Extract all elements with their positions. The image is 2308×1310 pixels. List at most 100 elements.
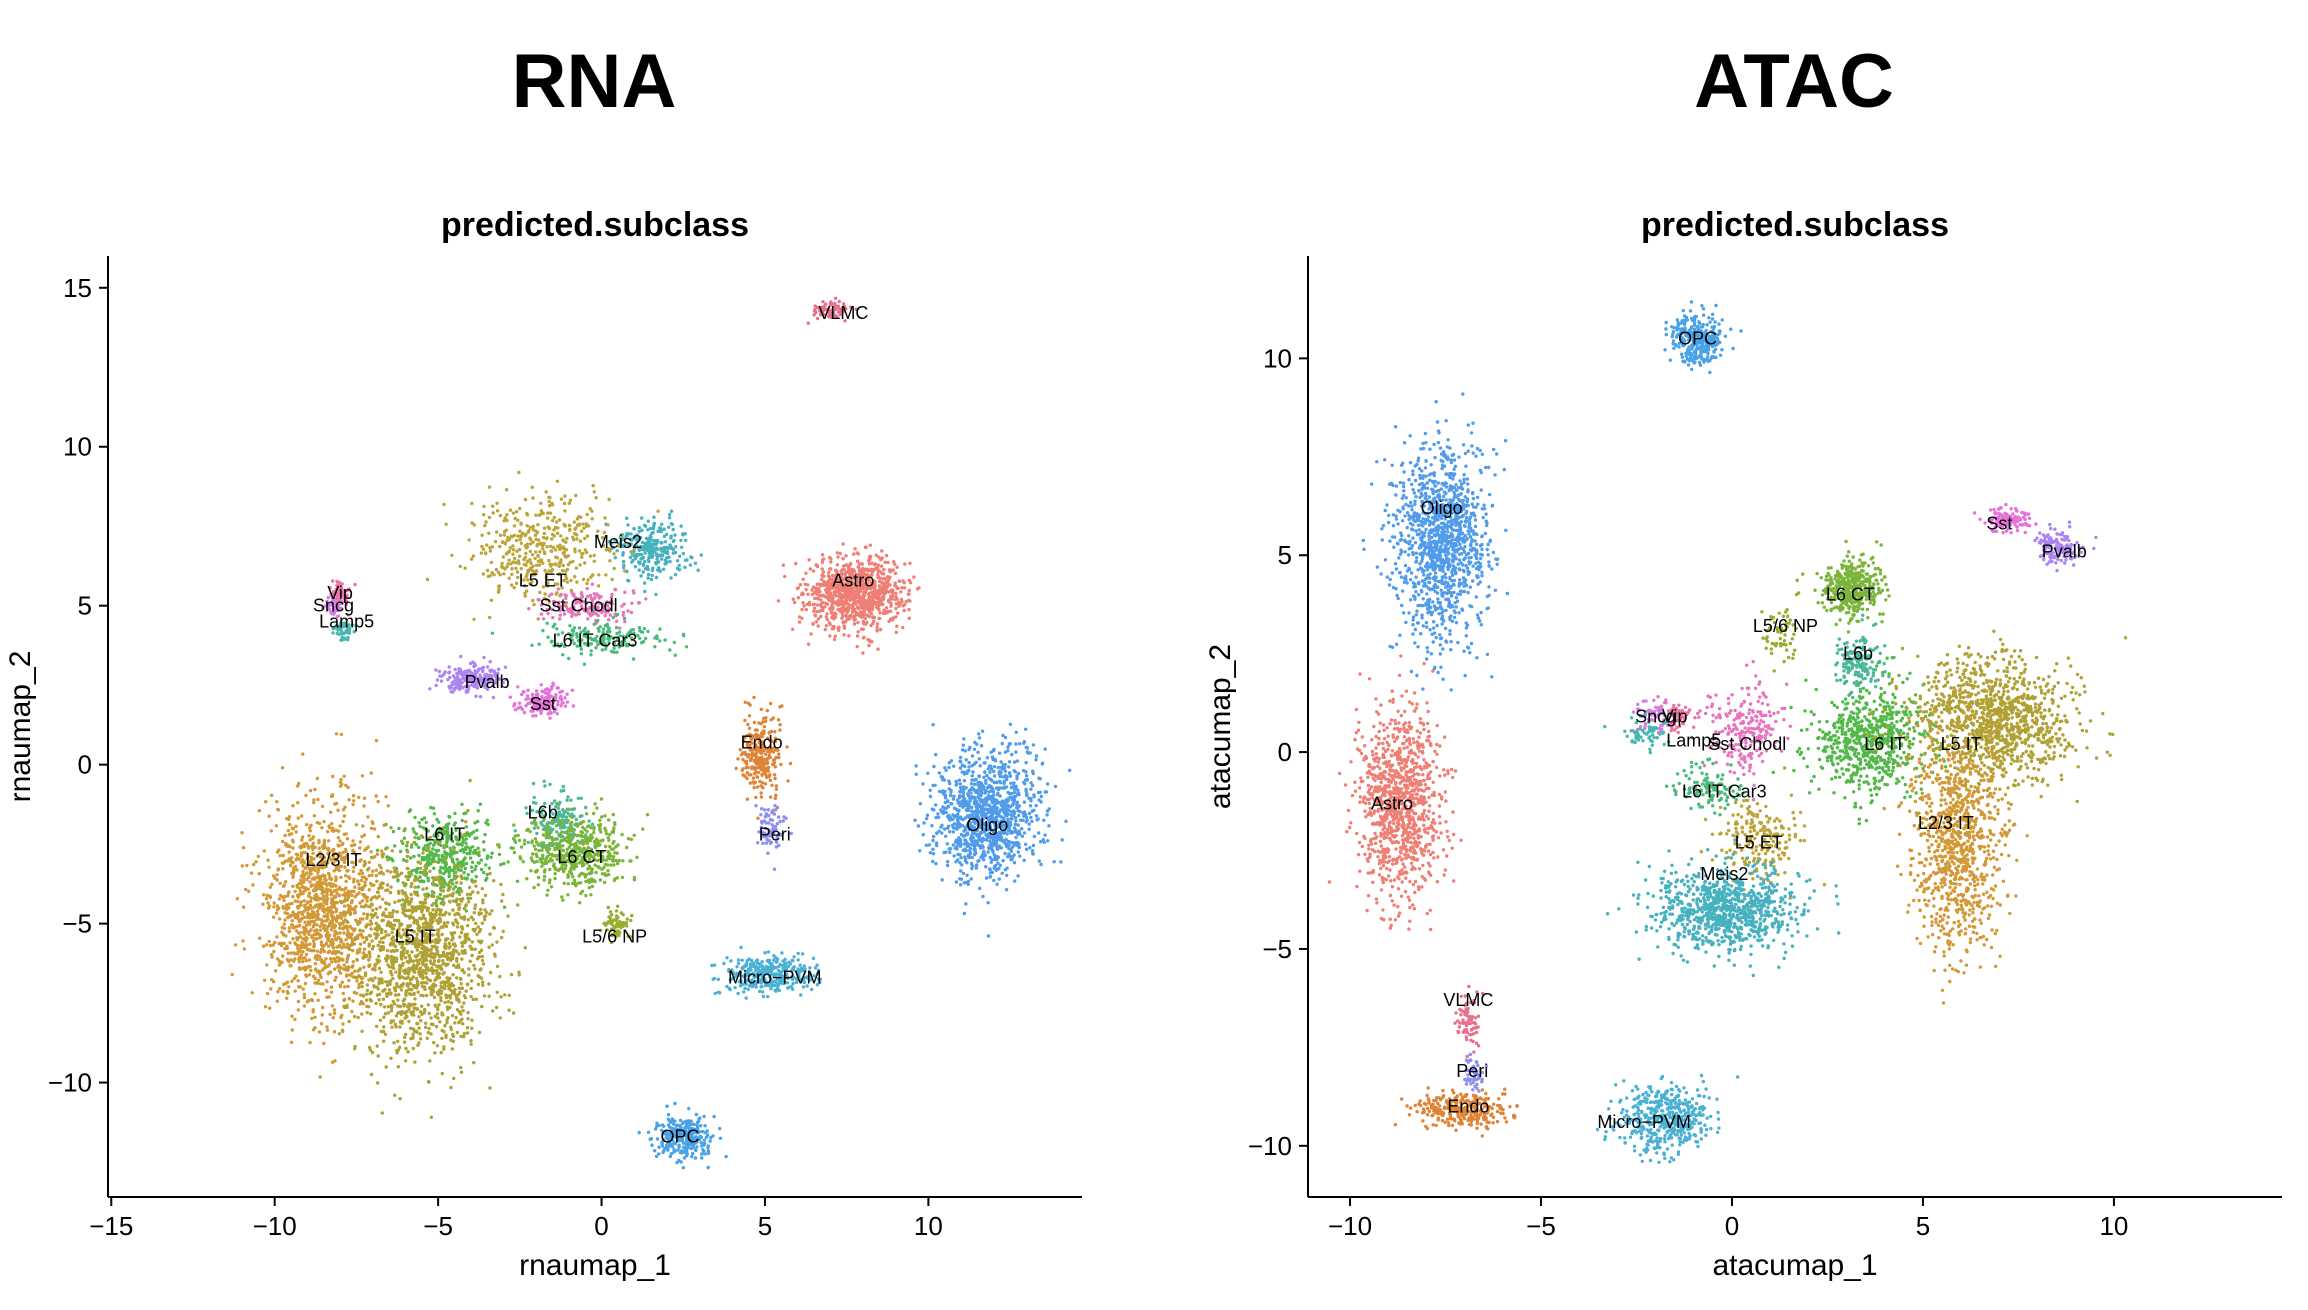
data-point — [569, 578, 573, 583]
data-point — [837, 588, 841, 592]
data-point — [837, 299, 841, 304]
data-point — [531, 524, 535, 529]
data-point — [539, 541, 543, 546]
data-point — [462, 850, 466, 854]
data-point — [946, 824, 951, 828]
data-point — [613, 851, 617, 855]
data-point — [970, 843, 974, 847]
data-point — [1012, 861, 1017, 865]
data-point — [533, 533, 538, 537]
data-point — [653, 645, 657, 649]
data-point — [1004, 799, 1008, 803]
data-point — [753, 780, 757, 784]
data-point — [874, 589, 879, 593]
data-point — [862, 600, 866, 605]
data-point — [946, 799, 950, 804]
data-point — [854, 573, 858, 577]
data-point — [758, 779, 762, 784]
data-point — [537, 848, 541, 853]
data-point — [896, 586, 900, 590]
data-point — [883, 560, 887, 564]
data-point — [471, 554, 476, 558]
data-point — [841, 556, 845, 561]
data-point — [985, 799, 989, 803]
data-point — [779, 762, 783, 767]
data-point — [491, 695, 496, 700]
data-point — [891, 568, 895, 572]
data-point — [528, 558, 532, 562]
data-point — [989, 789, 993, 793]
data-point — [791, 597, 795, 601]
data-point — [560, 689, 564, 693]
data-point — [1035, 818, 1039, 822]
data-point — [586, 617, 590, 621]
data-point — [625, 845, 629, 850]
data-point — [389, 856, 393, 861]
data-point — [754, 804, 758, 808]
data-point — [870, 640, 874, 644]
data-point — [762, 725, 767, 729]
data-point — [980, 729, 985, 733]
data-point — [510, 535, 514, 539]
data-point — [533, 847, 538, 852]
data-point — [660, 541, 664, 545]
data-point — [833, 615, 838, 619]
data-point — [561, 653, 565, 657]
data-point — [1015, 774, 1019, 778]
data-point — [889, 594, 893, 598]
data-point — [584, 873, 588, 877]
data-point — [961, 834, 966, 838]
data-point — [640, 557, 644, 561]
data-point — [453, 811, 457, 816]
data-point — [500, 561, 504, 566]
data-point — [757, 756, 762, 760]
data-point — [906, 592, 910, 596]
data-point — [990, 841, 994, 846]
data-point — [598, 818, 602, 823]
data-point — [505, 551, 509, 555]
data-point — [479, 867, 484, 872]
data-point — [833, 634, 837, 638]
data-point — [907, 588, 911, 593]
data-point — [759, 768, 764, 772]
data-point — [579, 796, 583, 800]
data-point — [842, 626, 847, 630]
data-point — [499, 862, 503, 867]
data-point — [754, 795, 758, 800]
data-point — [613, 556, 617, 560]
data-point — [884, 579, 889, 583]
data-point — [569, 798, 573, 802]
data-point — [517, 838, 522, 843]
data-point — [616, 843, 620, 847]
data-point — [766, 851, 770, 855]
data-point — [522, 690, 526, 694]
data-point — [607, 818, 611, 822]
data-point — [843, 596, 847, 600]
data-point — [888, 609, 893, 613]
data-point — [872, 562, 877, 567]
data-point — [470, 501, 474, 506]
data-point — [497, 587, 501, 592]
data-point — [621, 565, 626, 570]
data-point — [841, 564, 846, 568]
data-point — [666, 555, 670, 560]
data-point — [979, 789, 984, 794]
data-point — [944, 850, 948, 854]
data-point — [680, 545, 684, 549]
data-point — [568, 842, 573, 846]
data-point — [485, 568, 490, 573]
data-point — [563, 494, 567, 498]
data-point — [634, 552, 639, 557]
data-point — [958, 782, 963, 786]
data-point — [826, 574, 831, 578]
data-point — [925, 813, 930, 817]
data-point — [1015, 803, 1019, 807]
data-point — [609, 847, 614, 851]
data-point — [541, 841, 546, 845]
data-point — [947, 761, 952, 765]
data-point — [869, 612, 873, 616]
data-point — [819, 614, 823, 619]
data-point — [972, 747, 977, 751]
data-point — [964, 841, 968, 846]
data-point — [765, 758, 769, 762]
